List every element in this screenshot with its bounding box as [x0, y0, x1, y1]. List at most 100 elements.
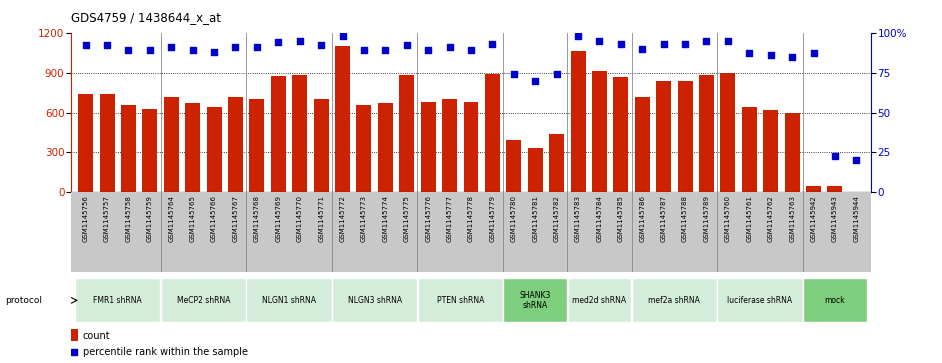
Point — [164, 44, 179, 50]
Text: GSM1145759: GSM1145759 — [147, 195, 153, 242]
Bar — [699, 75, 714, 192]
Point — [442, 44, 457, 50]
Point — [657, 41, 672, 47]
Bar — [528, 148, 543, 192]
Text: GSM1145772: GSM1145772 — [339, 195, 346, 242]
Bar — [635, 97, 650, 192]
Text: PTEN shRNA: PTEN shRNA — [436, 296, 484, 305]
Point — [356, 47, 371, 53]
Text: GSM1145756: GSM1145756 — [83, 195, 89, 242]
Bar — [314, 99, 329, 192]
Point — [785, 54, 800, 60]
Text: GSM1145768: GSM1145768 — [254, 195, 260, 242]
Text: GSM1145787: GSM1145787 — [660, 195, 667, 242]
Bar — [503, 278, 567, 322]
Bar — [335, 46, 350, 192]
Text: GSM1145767: GSM1145767 — [233, 195, 238, 242]
Text: GSM1145769: GSM1145769 — [275, 195, 282, 242]
Point — [721, 38, 736, 44]
Text: MeCP2 shRNA: MeCP2 shRNA — [177, 296, 230, 305]
Point — [78, 42, 93, 48]
Point — [335, 33, 350, 39]
Point — [314, 42, 329, 48]
Point — [613, 41, 628, 47]
Text: mef2a shRNA: mef2a shRNA — [648, 296, 700, 305]
Bar — [206, 107, 221, 192]
Bar — [721, 73, 736, 192]
Point — [806, 50, 821, 56]
Point — [228, 44, 243, 50]
Point — [270, 39, 285, 45]
Bar — [677, 81, 692, 192]
Bar — [378, 103, 393, 192]
Point — [67, 349, 82, 355]
Bar — [121, 105, 136, 192]
Point — [592, 38, 607, 44]
Bar — [399, 75, 414, 192]
Point — [463, 47, 479, 53]
Point — [699, 38, 714, 44]
Text: NLGN3 shRNA: NLGN3 shRNA — [348, 296, 401, 305]
Point — [186, 47, 201, 53]
Text: GSM1145782: GSM1145782 — [554, 195, 560, 242]
Bar — [356, 105, 371, 192]
Text: GSM1145762: GSM1145762 — [768, 195, 773, 242]
Bar — [741, 107, 756, 192]
Text: GSM1145771: GSM1145771 — [318, 195, 324, 242]
Bar — [75, 278, 160, 322]
Text: GDS4759 / 1438644_x_at: GDS4759 / 1438644_x_at — [71, 11, 220, 24]
Text: SHANK3
shRNA: SHANK3 shRNA — [520, 291, 551, 310]
Text: luciferase shRNA: luciferase shRNA — [727, 296, 792, 305]
Bar — [592, 71, 607, 192]
Text: GSM1145780: GSM1145780 — [511, 195, 517, 242]
Bar — [142, 109, 157, 192]
Point — [292, 38, 307, 44]
Point — [121, 47, 136, 53]
Text: GSM1145777: GSM1145777 — [447, 195, 452, 242]
Point — [399, 42, 414, 48]
Text: GSM1145761: GSM1145761 — [746, 195, 753, 242]
Point — [741, 50, 756, 56]
Text: GSM1145760: GSM1145760 — [725, 195, 731, 242]
Bar — [332, 278, 417, 322]
Bar — [228, 97, 243, 192]
Bar — [485, 74, 500, 192]
Bar — [632, 278, 717, 322]
Point — [250, 44, 265, 50]
Bar — [613, 77, 628, 192]
Point — [549, 71, 564, 77]
Bar — [803, 278, 867, 322]
Point — [100, 42, 115, 48]
Point — [378, 47, 393, 53]
Bar — [806, 186, 821, 192]
Point — [485, 41, 500, 47]
Text: GSM1145758: GSM1145758 — [125, 195, 132, 242]
Text: GSM1145781: GSM1145781 — [532, 195, 538, 242]
Point — [206, 49, 221, 55]
Bar — [250, 99, 265, 192]
Bar — [78, 94, 93, 192]
Point — [849, 158, 864, 163]
Text: GSM1145789: GSM1145789 — [704, 195, 709, 242]
Text: count: count — [83, 331, 110, 341]
Text: GSM1145773: GSM1145773 — [361, 195, 367, 242]
Point — [506, 71, 521, 77]
Text: GSM1145776: GSM1145776 — [425, 195, 431, 242]
Bar — [657, 81, 671, 192]
Text: GSM1145764: GSM1145764 — [169, 195, 174, 242]
Bar — [421, 102, 435, 192]
Text: GSM1145944: GSM1145944 — [853, 195, 859, 241]
Bar — [161, 278, 246, 322]
Text: mock: mock — [824, 296, 845, 305]
Bar — [567, 278, 631, 322]
Point — [635, 46, 650, 52]
Bar — [292, 75, 307, 192]
Point — [142, 47, 157, 53]
Bar — [463, 102, 479, 192]
Bar — [417, 278, 503, 322]
Bar — [571, 51, 586, 192]
Text: GSM1145783: GSM1145783 — [575, 195, 581, 242]
Text: GSM1145763: GSM1145763 — [789, 195, 795, 242]
Point — [528, 78, 543, 83]
Bar — [718, 278, 803, 322]
